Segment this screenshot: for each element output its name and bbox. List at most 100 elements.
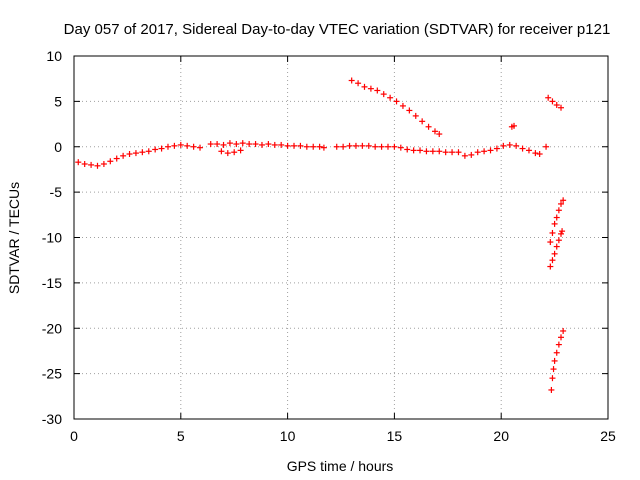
- data-point: [525, 147, 532, 154]
- data-point: [352, 142, 359, 149]
- x-tick-label: 0: [70, 428, 78, 444]
- data-point: [468, 151, 475, 158]
- data-point: [397, 144, 404, 151]
- data-point: [152, 146, 159, 153]
- data-point: [558, 104, 565, 111]
- data-point: [374, 87, 381, 94]
- data-point: [158, 145, 165, 152]
- data-point: [543, 143, 550, 150]
- y-tick-label: -15: [42, 275, 62, 291]
- data-point: [558, 230, 565, 237]
- data-point: [284, 142, 291, 149]
- data-point: [94, 162, 101, 169]
- data-point: [291, 142, 298, 149]
- data-point: [145, 148, 152, 155]
- data-point: [532, 150, 539, 157]
- data-point: [410, 147, 417, 154]
- data-point: [406, 107, 413, 114]
- data-point: [100, 160, 107, 167]
- grid-lines: [74, 56, 608, 419]
- data-point: [519, 145, 526, 152]
- data-point: [455, 149, 462, 156]
- data-point: [177, 141, 184, 148]
- data-point: [493, 145, 500, 152]
- data-point: [367, 85, 374, 92]
- data-point: [399, 102, 406, 109]
- data-point: [549, 98, 556, 105]
- data-point: [553, 349, 560, 356]
- data-point: [126, 151, 133, 158]
- data-point: [487, 147, 494, 154]
- data-point: [474, 149, 481, 156]
- data-point: [372, 143, 379, 150]
- x-tick-label: 15: [387, 428, 403, 444]
- data-point: [436, 148, 443, 155]
- data-point: [558, 200, 565, 207]
- data-point: [164, 143, 171, 150]
- y-tick-label: -25: [42, 366, 62, 382]
- y-tick-label: 0: [54, 139, 62, 155]
- data-point: [333, 143, 340, 150]
- data-point: [387, 94, 394, 101]
- data-point: [214, 141, 221, 148]
- y-tick-label: -5: [50, 184, 63, 200]
- y-tick-label: -30: [42, 411, 62, 427]
- data-point: [442, 149, 449, 156]
- data-point: [310, 143, 317, 150]
- data-point: [75, 159, 82, 166]
- data-point: [417, 147, 424, 154]
- data-point: [551, 220, 558, 227]
- data-point: [555, 341, 562, 348]
- y-tick-label: 10: [46, 48, 62, 64]
- data-point: [220, 141, 227, 148]
- data-point: [278, 141, 285, 148]
- data-point: [107, 158, 114, 165]
- data-point: [233, 141, 240, 148]
- data-point: [132, 150, 139, 157]
- chart-title: Day 057 of 2017, Sidereal Day-to-day VTE…: [64, 21, 611, 38]
- data-point: [513, 142, 520, 149]
- x-tick-label: 20: [493, 428, 509, 444]
- y-tick-label: -20: [42, 320, 62, 336]
- data-point: [271, 141, 278, 148]
- data-point: [393, 98, 400, 105]
- data-point: [340, 143, 347, 150]
- x-tick-label: 25: [600, 428, 616, 444]
- data-point: [550, 366, 557, 373]
- data-point: [436, 131, 443, 138]
- data-point: [237, 147, 244, 154]
- data-point: [511, 122, 518, 129]
- data-point: [555, 207, 562, 214]
- data-point: [365, 142, 372, 149]
- data-point: [419, 118, 426, 125]
- data-point: [218, 148, 225, 155]
- data-point: [258, 141, 265, 148]
- data-point: [81, 160, 88, 167]
- y-axis-label: SDTVAR / TECUs: [6, 182, 22, 294]
- data-point: [536, 151, 543, 158]
- data-point: [558, 334, 565, 341]
- data-point: [549, 257, 556, 264]
- x-tick-label: 5: [177, 428, 185, 444]
- data-point: [423, 148, 430, 155]
- data-point: [355, 80, 362, 87]
- data-point: [207, 141, 214, 148]
- data-point: [553, 102, 560, 109]
- data-point: [224, 150, 231, 157]
- y-tick-label: -10: [42, 230, 62, 246]
- x-tick-label: 10: [280, 428, 296, 444]
- data-point: [139, 149, 146, 156]
- data-point: [449, 149, 456, 156]
- y-tick-label: 5: [54, 93, 62, 109]
- data-point: [348, 77, 355, 84]
- data-point: [391, 143, 398, 150]
- data-point: [246, 141, 253, 148]
- data-point: [361, 83, 368, 90]
- data-point: [252, 141, 259, 148]
- data-point: [553, 243, 560, 250]
- data-point: [412, 112, 419, 119]
- data-point: [547, 263, 554, 270]
- data-point: [559, 228, 566, 235]
- data-point: [551, 250, 558, 257]
